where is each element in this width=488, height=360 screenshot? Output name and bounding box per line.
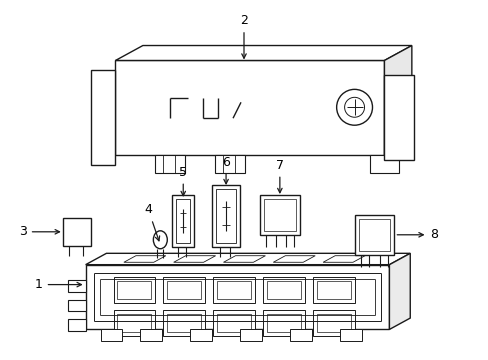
Polygon shape xyxy=(117,280,151,298)
Polygon shape xyxy=(316,280,350,298)
Polygon shape xyxy=(312,276,354,302)
Text: 3: 3 xyxy=(19,225,60,238)
Polygon shape xyxy=(223,256,265,262)
Polygon shape xyxy=(217,315,250,332)
Polygon shape xyxy=(266,280,300,298)
Polygon shape xyxy=(316,315,350,332)
Polygon shape xyxy=(216,189,236,243)
Polygon shape xyxy=(163,276,205,302)
Polygon shape xyxy=(113,276,155,302)
Polygon shape xyxy=(115,45,411,60)
Polygon shape xyxy=(167,280,201,298)
Text: 4: 4 xyxy=(144,203,159,241)
Polygon shape xyxy=(167,315,201,332)
Polygon shape xyxy=(117,315,151,332)
Polygon shape xyxy=(67,300,85,311)
Text: 8: 8 xyxy=(396,228,437,241)
Polygon shape xyxy=(212,185,240,247)
Text: 1: 1 xyxy=(35,278,81,291)
Polygon shape xyxy=(263,276,304,302)
Polygon shape xyxy=(172,195,194,247)
Polygon shape xyxy=(213,276,254,302)
Polygon shape xyxy=(369,155,399,173)
Polygon shape xyxy=(354,215,394,255)
Polygon shape xyxy=(213,310,254,336)
Polygon shape xyxy=(113,310,155,336)
Polygon shape xyxy=(339,329,361,341)
Polygon shape xyxy=(384,75,413,160)
Polygon shape xyxy=(176,199,190,243)
Polygon shape xyxy=(358,219,389,251)
Ellipse shape xyxy=(153,231,167,249)
Polygon shape xyxy=(85,265,388,329)
Polygon shape xyxy=(67,319,85,332)
Polygon shape xyxy=(273,256,315,262)
Polygon shape xyxy=(115,60,384,155)
Polygon shape xyxy=(289,329,311,341)
Polygon shape xyxy=(67,280,85,292)
Polygon shape xyxy=(388,253,409,329)
Polygon shape xyxy=(215,155,244,173)
Polygon shape xyxy=(217,280,250,298)
Polygon shape xyxy=(155,155,185,173)
Polygon shape xyxy=(85,253,409,265)
Polygon shape xyxy=(312,310,354,336)
Text: 7: 7 xyxy=(275,158,283,193)
Text: 5: 5 xyxy=(179,166,187,196)
Polygon shape xyxy=(123,256,165,262)
Polygon shape xyxy=(190,329,212,341)
Polygon shape xyxy=(173,256,215,262)
Polygon shape xyxy=(260,195,299,235)
Text: 6: 6 xyxy=(222,156,229,184)
Polygon shape xyxy=(264,199,295,231)
Polygon shape xyxy=(263,310,304,336)
Text: 2: 2 xyxy=(240,14,247,58)
Polygon shape xyxy=(323,256,364,262)
Polygon shape xyxy=(62,218,90,246)
Polygon shape xyxy=(90,71,115,165)
Polygon shape xyxy=(240,329,262,341)
Polygon shape xyxy=(140,329,162,341)
Polygon shape xyxy=(384,45,411,155)
Polygon shape xyxy=(266,315,300,332)
Polygon shape xyxy=(163,310,205,336)
Polygon shape xyxy=(101,329,122,341)
